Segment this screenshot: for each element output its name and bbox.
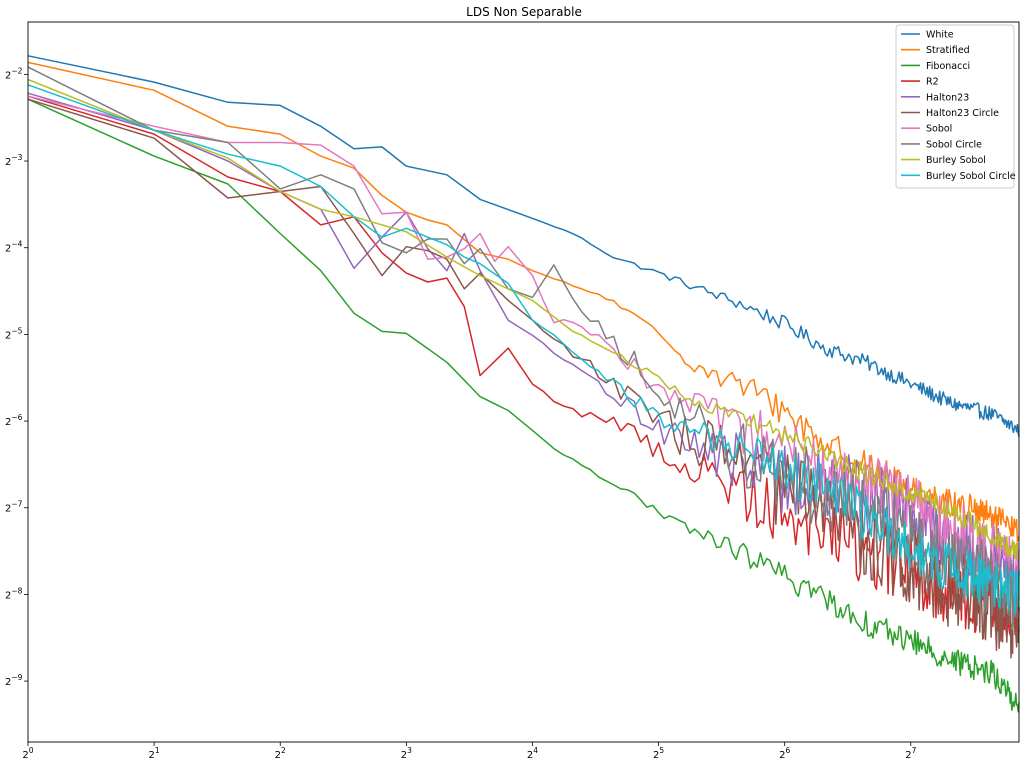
x-tick-label: 23 — [401, 746, 412, 761]
x-axis: 20 21 22 23 24 25 26 27 — [22, 742, 917, 761]
chart-title: LDS Non Separable — [466, 5, 582, 19]
series-line-4 — [27, 92, 1020, 600]
x-tick-label: 27 — [905, 746, 916, 761]
legend-box — [895, 24, 1015, 189]
legend-label: Stratified — [926, 45, 970, 56]
legend-label: Burley Sobol — [926, 155, 986, 166]
x-tick-label: 21 — [149, 746, 160, 761]
y-tick-label: 2−7 — [5, 500, 23, 515]
y-tick-label: 2−8 — [5, 586, 23, 601]
x-tick-label: 24 — [527, 746, 538, 761]
plot-frame — [27, 21, 1020, 743]
series-line-2 — [27, 98, 1020, 713]
series-line-7 — [27, 66, 1020, 632]
series-line-5 — [27, 98, 1020, 659]
y-tick-label: 2−4 — [5, 240, 23, 255]
legend-label: Halton23 Circle — [926, 108, 999, 119]
x-tick-label: 26 — [779, 746, 790, 761]
x-tick-label: 22 — [275, 746, 286, 761]
y-tick-label: 2−2 — [5, 66, 23, 81]
legend-label: Sobol Circle — [926, 139, 982, 150]
legend: White Stratified Fibonacci R2 Halton23 Halton… — [895, 24, 1016, 189]
y-tick-label: 2−9 — [5, 673, 23, 688]
legend-label: White — [926, 30, 954, 41]
x-tick-label: 20 — [22, 746, 33, 761]
legend-label: Burley Sobol Circle — [926, 171, 1016, 182]
y-tick-label: 2−5 — [5, 326, 23, 341]
series-line-8 — [27, 78, 1020, 560]
y-tick-label: 2−6 — [5, 413, 23, 428]
legend-label: Halton23 — [926, 92, 969, 103]
y-axis: 2−2 2−3 2−4 2−5 2−6 2−7 2−8 2−9 — [5, 66, 28, 688]
series-lines — [27, 55, 1020, 713]
y-tick-label: 2−3 — [5, 153, 23, 168]
series-line-9 — [27, 84, 1020, 615]
legend-label: Fibonacci — [926, 61, 970, 72]
legend-label: Sobol — [926, 124, 952, 135]
legend-label: R2 — [926, 77, 939, 88]
series-line-0 — [27, 55, 1020, 438]
x-tick-label: 25 — [653, 746, 664, 761]
